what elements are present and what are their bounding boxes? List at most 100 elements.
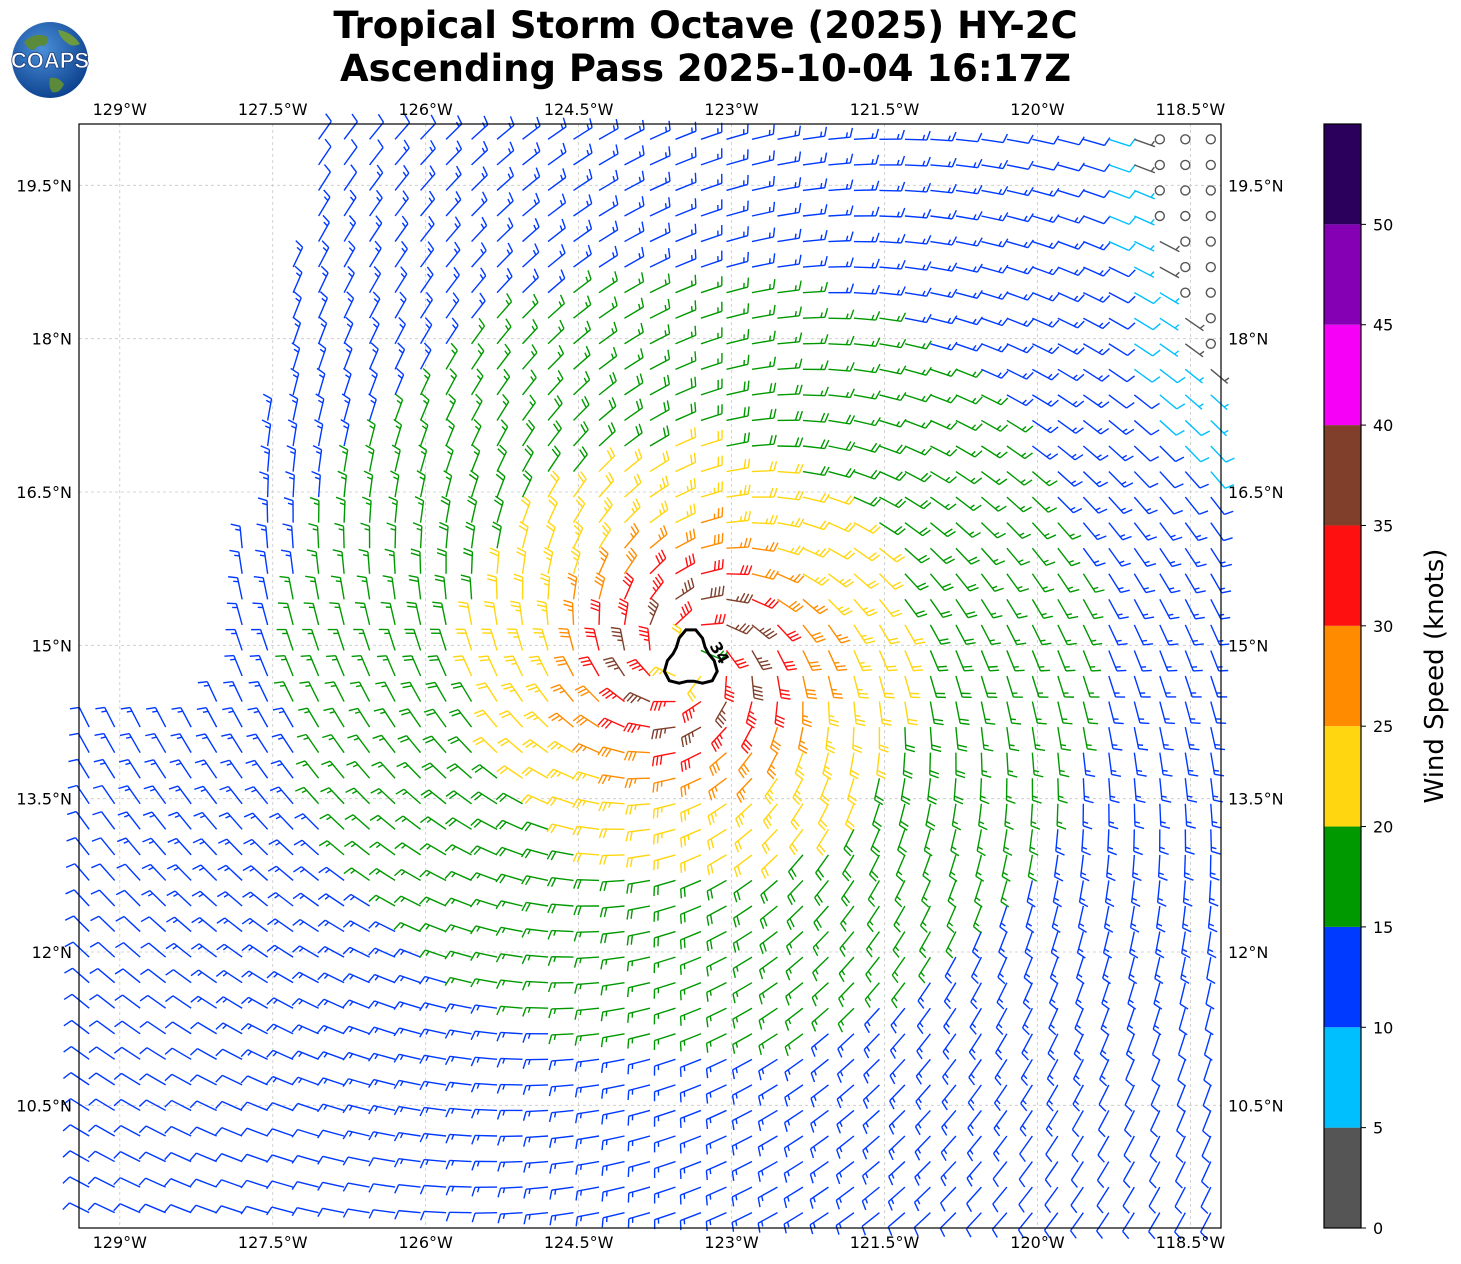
wind-barb (955, 368, 983, 378)
wind-barb (1057, 624, 1077, 646)
wind-barb (653, 854, 676, 871)
wind-barb (521, 875, 549, 886)
wind-barb (1053, 854, 1064, 882)
wind-barb (139, 1047, 167, 1060)
wind-barb (675, 249, 697, 268)
wind-barb (487, 573, 498, 600)
wind-barb (394, 240, 408, 268)
calm-circle (1205, 313, 1217, 324)
wind-barb (1026, 880, 1036, 908)
wind-barb (578, 656, 600, 677)
wind-barb (1150, 1084, 1161, 1112)
wind-barb (940, 1186, 957, 1212)
wind-barb (496, 293, 513, 319)
wind-barb (572, 852, 600, 863)
wind-barb (681, 700, 702, 724)
wind-barb (414, 496, 425, 523)
wind-barb (1082, 752, 1096, 778)
wind-barb (751, 279, 776, 294)
wind-barb (853, 258, 880, 269)
wind-barb (189, 1178, 217, 1188)
wind-barb (863, 1058, 880, 1084)
wind-barb (471, 1108, 498, 1119)
wind-barb (190, 969, 218, 984)
wind-barb (1032, 368, 1060, 381)
wind-barb (419, 367, 431, 396)
wind-barb (1133, 292, 1162, 305)
wind-barb (340, 419, 350, 447)
wind-barb (419, 1132, 447, 1143)
wind-barb (751, 150, 775, 166)
wind-barb (473, 709, 498, 728)
wind-barb (318, 113, 332, 140)
wind-barb (774, 701, 785, 728)
wind-barb (271, 733, 294, 754)
wind-barb (91, 837, 116, 856)
wind-barb (291, 342, 301, 370)
wind-barb (510, 600, 524, 625)
wind-barb (1077, 905, 1087, 933)
wind-barb (521, 394, 536, 421)
wind-barb (1032, 343, 1060, 355)
wind-barb (878, 675, 895, 699)
wind-barb (726, 226, 749, 243)
wind-barb (843, 829, 855, 857)
wind-barb (116, 837, 141, 856)
wind-barb (249, 654, 269, 677)
wind-barb (394, 139, 410, 166)
wind-barb (164, 1047, 192, 1060)
wind-barb (1057, 343, 1085, 355)
wind-barb (215, 1022, 243, 1035)
wind-barb (547, 218, 566, 243)
wind-barb (497, 1135, 523, 1146)
wind-barb (1048, 1007, 1059, 1036)
wind-barb (751, 624, 778, 640)
wind-barb (776, 624, 802, 642)
wind-barb (1057, 675, 1075, 698)
wind-barb (221, 733, 243, 754)
wind-barb (140, 942, 167, 958)
wind-barb (393, 921, 421, 933)
wind-barb (444, 1029, 472, 1039)
wind-barb (700, 250, 723, 268)
wind-barb (995, 1033, 1008, 1061)
wind-barb (733, 854, 753, 878)
wind-barb (1133, 701, 1150, 725)
wind-barb (145, 732, 167, 754)
wind-barb (318, 164, 332, 191)
wind-barb (601, 1135, 625, 1151)
wind-barb (573, 194, 593, 217)
wind-barb (189, 1204, 217, 1214)
wind-barb (345, 787, 371, 805)
wind-barb (626, 905, 651, 920)
colorbar-bin-4 (1324, 726, 1361, 827)
wind-barb (471, 242, 487, 268)
wind-barb (252, 602, 269, 626)
wind-barb (828, 127, 854, 141)
wind-barb (563, 599, 575, 625)
wind-barb (64, 915, 90, 933)
wind-barb (879, 312, 907, 322)
wind-barb (1155, 905, 1166, 933)
wind-barb (802, 307, 829, 319)
wind-barb (1031, 752, 1044, 778)
wind-barb (700, 404, 723, 422)
wind-barb (1205, 134, 1217, 145)
wind-barb (496, 368, 511, 396)
wind-barb (802, 386, 829, 397)
wind-barb (802, 520, 831, 531)
wind-barb (1082, 419, 1110, 435)
wind-barb (1149, 1135, 1161, 1163)
wind-barb (675, 172, 697, 192)
wind-barb (626, 879, 651, 894)
wind-barb (394, 164, 410, 191)
wind-barb (600, 956, 625, 970)
wind-barb (955, 316, 983, 326)
wind-barb (914, 1135, 931, 1161)
wind-barb (705, 1109, 727, 1130)
wind-barb (971, 931, 983, 959)
wind-barb (626, 956, 651, 972)
wind-barb (1031, 522, 1057, 540)
wind-barb (955, 419, 983, 432)
wind-barb (944, 956, 957, 984)
